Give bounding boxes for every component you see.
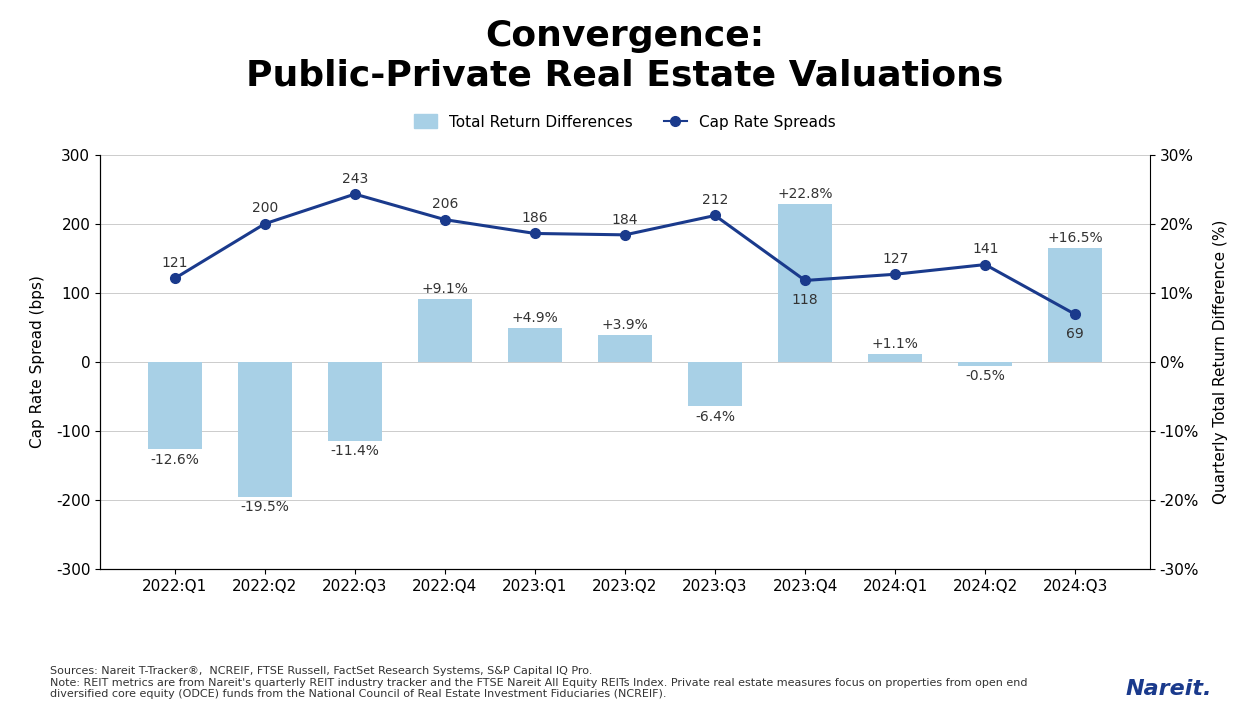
Text: 127: 127 (882, 252, 909, 266)
Text: 186: 186 (521, 211, 549, 225)
Text: 121: 121 (161, 256, 188, 270)
Text: 118: 118 (791, 293, 819, 307)
Bar (598, 335, 652, 362)
Bar (869, 354, 922, 362)
Bar (688, 362, 742, 406)
Y-axis label: Cap Rate Spread (bps): Cap Rate Spread (bps) (30, 276, 45, 449)
Text: 243: 243 (341, 172, 367, 186)
Text: 200: 200 (251, 202, 278, 216)
Text: -19.5%: -19.5% (240, 501, 289, 515)
Text: 69: 69 (1066, 327, 1084, 341)
Bar (1049, 248, 1102, 362)
Bar (959, 362, 1012, 366)
Text: +3.9%: +3.9% (601, 318, 649, 332)
Text: 212: 212 (701, 193, 729, 207)
Bar (238, 362, 291, 497)
Legend: Total Return Differences, Cap Rate Spreads: Total Return Differences, Cap Rate Sprea… (409, 108, 841, 136)
Text: 206: 206 (431, 198, 457, 212)
Text: +9.1%: +9.1% (421, 282, 469, 296)
Title: Convergence:
Public-Private Real Estate Valuations: Convergence: Public-Private Real Estate … (246, 19, 1004, 92)
Text: Sources: Nareit T-Tracker®,  NCREIF, FTSE Russell, FactSet Research Systems, S&P: Sources: Nareit T-Tracker®, NCREIF, FTSE… (50, 666, 1028, 699)
Bar (778, 205, 832, 362)
Bar (148, 362, 201, 449)
Text: Nareit.: Nareit. (1126, 680, 1212, 699)
Text: +4.9%: +4.9% (511, 311, 559, 325)
Text: -6.4%: -6.4% (695, 410, 735, 424)
Text: +16.5%: +16.5% (1048, 231, 1102, 245)
Text: +22.8%: +22.8% (778, 187, 832, 201)
Text: 184: 184 (611, 212, 639, 226)
Text: -12.6%: -12.6% (150, 453, 199, 467)
Text: 141: 141 (972, 243, 999, 257)
Bar (508, 328, 562, 362)
Bar (328, 362, 381, 441)
Text: +1.1%: +1.1% (871, 337, 919, 351)
Y-axis label: Quarterly Total Return Difference (%): Quarterly Total Return Difference (%) (1212, 220, 1228, 504)
Bar (418, 299, 472, 362)
Text: -0.5%: -0.5% (965, 369, 1005, 383)
Text: -11.4%: -11.4% (330, 444, 379, 458)
